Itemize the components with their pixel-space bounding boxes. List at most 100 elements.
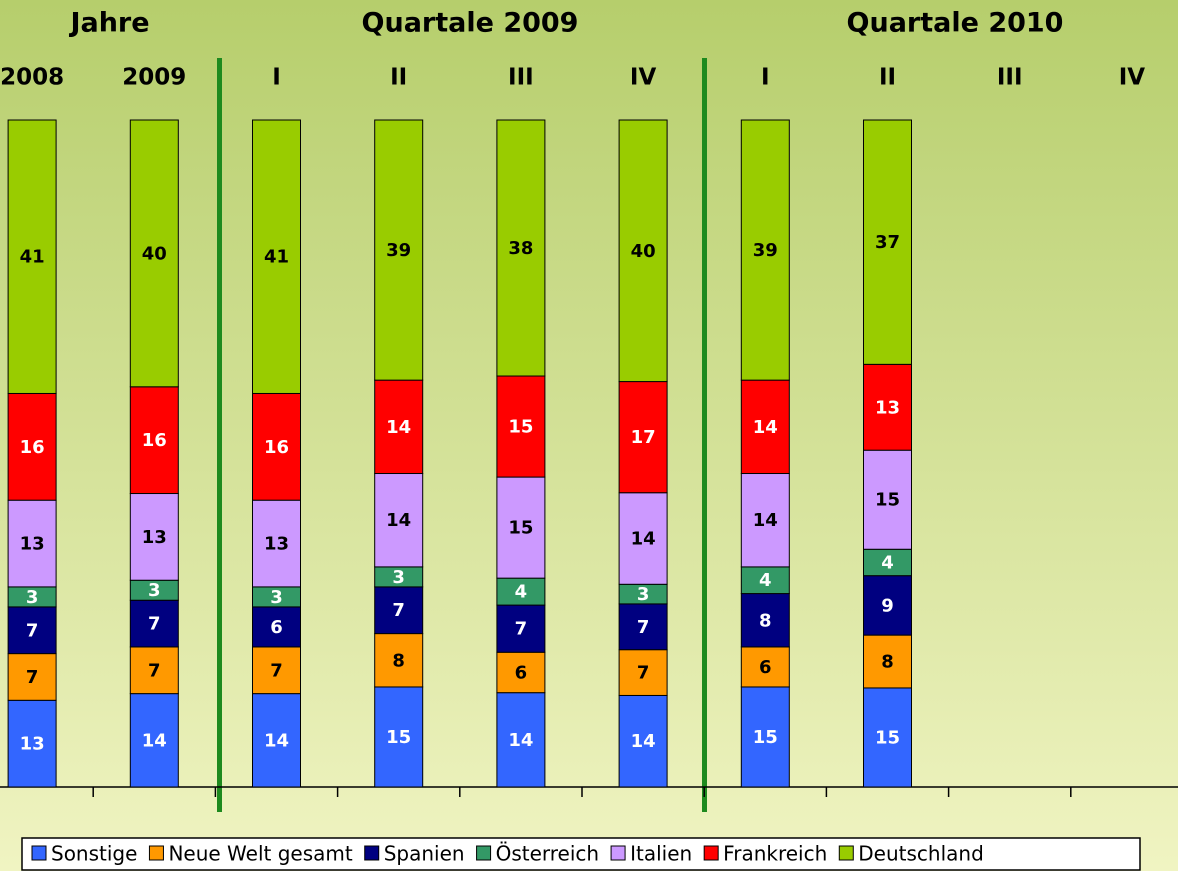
data-label: 8	[881, 652, 894, 673]
bar-segment	[7, 119, 57, 394]
data-label: 3	[392, 567, 405, 588]
x-tick-label: 2009	[122, 65, 186, 91]
data-label: 6	[515, 662, 528, 683]
data-label: 7	[392, 600, 405, 621]
bar-segment	[252, 499, 301, 588]
legend-swatch	[364, 845, 380, 861]
data-label: 39	[753, 240, 778, 261]
legend-label: Italien	[630, 842, 692, 866]
bar-segment	[863, 634, 912, 689]
bar-segment	[740, 686, 790, 788]
data-label: 7	[148, 614, 161, 635]
bar-segment	[740, 566, 790, 595]
bar-segment	[740, 646, 790, 688]
bar-segment	[129, 693, 179, 788]
bar-segment	[129, 646, 179, 695]
legend-label: Neue Welt gesamt	[168, 842, 352, 866]
legend-swatch	[703, 845, 719, 861]
data-label: 15	[753, 727, 778, 748]
data-label: 15	[508, 518, 533, 539]
bar-segment	[496, 651, 546, 694]
legend-swatch	[148, 845, 164, 861]
data-label: 41	[20, 247, 45, 268]
data-label: 7	[26, 620, 39, 641]
x-tick-label: I	[272, 65, 281, 91]
bar-segment	[7, 606, 57, 655]
data-label: 16	[142, 430, 167, 451]
bar-segment	[863, 548, 912, 577]
data-label: 14	[508, 730, 533, 751]
bar-segment	[618, 694, 668, 788]
data-label: 7	[26, 667, 39, 688]
bar-segment	[252, 646, 301, 695]
bar-segment	[374, 473, 424, 568]
bar-segment	[374, 119, 424, 381]
legend-swatch	[476, 845, 492, 861]
data-label: 17	[631, 427, 656, 448]
data-label: 40	[142, 243, 167, 264]
data-label: 14	[631, 731, 656, 752]
x-tick-label: I	[761, 65, 770, 91]
bar-segment	[740, 473, 790, 568]
bar-segment	[252, 693, 301, 788]
data-label: 15	[508, 417, 533, 438]
legend-label: Deutschland	[858, 842, 984, 866]
bar-segment	[252, 119, 301, 394]
x-tick-label: III	[997, 65, 1023, 91]
bar-segment	[7, 499, 57, 588]
data-label: 38	[508, 238, 533, 259]
bar-segment	[129, 119, 179, 388]
bar-segment	[129, 386, 179, 495]
data-label: 7	[515, 619, 528, 640]
data-label: 8	[759, 610, 772, 631]
data-label: 14	[631, 529, 656, 550]
data-label: 3	[148, 580, 161, 601]
bar-segment	[740, 379, 790, 475]
data-label: 4	[881, 552, 894, 573]
data-label: 39	[386, 240, 411, 261]
bar-segment	[7, 392, 57, 501]
bar-segment	[863, 363, 912, 451]
separator	[217, 58, 222, 812]
data-label: 16	[20, 437, 45, 458]
data-label: 8	[392, 650, 405, 671]
bar-segment	[618, 381, 668, 494]
data-label: 14	[142, 730, 167, 751]
data-label: 13	[142, 527, 167, 548]
legend-swatch	[838, 845, 854, 861]
data-label: 14	[264, 730, 289, 751]
bar-segment	[374, 633, 424, 688]
separator	[702, 58, 707, 812]
bar-segment	[863, 687, 912, 788]
data-label: 3	[270, 587, 283, 608]
data-label: 13	[20, 734, 45, 755]
data-label: 37	[875, 232, 900, 253]
bar-segment	[496, 375, 546, 478]
data-label: 14	[753, 510, 778, 531]
bar-segment	[252, 606, 301, 648]
data-label: 13	[264, 534, 289, 555]
bar-segment	[496, 692, 546, 788]
legend-label: Sonstige	[51, 842, 137, 866]
group-title: Quartale 2009	[362, 8, 579, 39]
data-label: 41	[264, 247, 289, 268]
data-label: 14	[753, 417, 778, 438]
data-label: 3	[637, 584, 650, 605]
legend-label: Spanien	[384, 842, 465, 866]
legend-swatch	[610, 845, 626, 861]
data-label: 7	[270, 660, 283, 681]
data-label: 15	[875, 490, 900, 511]
data-label: 13	[20, 534, 45, 555]
data-label: 15	[386, 727, 411, 748]
data-label: 4	[515, 582, 528, 603]
data-label: 16	[264, 437, 289, 458]
bar-segment	[129, 599, 179, 648]
bar-segment	[740, 119, 790, 381]
data-label: 6	[759, 657, 772, 678]
x-tick-label: II	[390, 65, 407, 91]
data-label: 40	[631, 241, 656, 262]
bar-segment	[618, 119, 668, 383]
bar-segment	[863, 119, 912, 365]
data-label: 7	[637, 663, 650, 684]
